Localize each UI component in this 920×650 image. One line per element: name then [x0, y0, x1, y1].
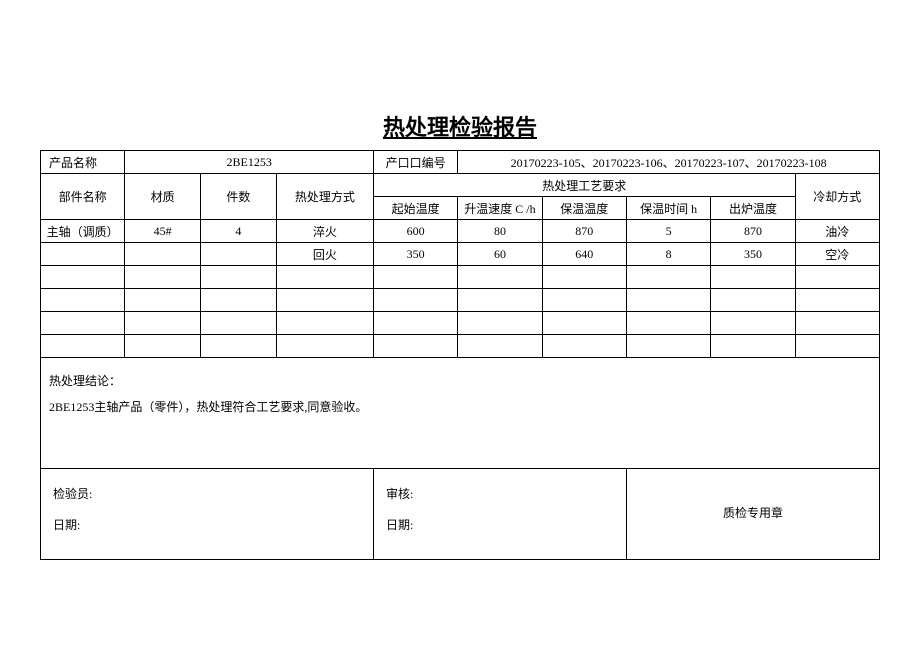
table-row: 主轴（调质） 45# 4 淬火 600 80 870 5 870 油冷 — [41, 220, 880, 243]
table-row — [41, 312, 880, 335]
cell-hold-temp: 870 — [542, 220, 626, 243]
table-row: 回火 350 60 640 8 350 空冷 — [41, 243, 880, 266]
label-product-name: 产品名称 — [41, 151, 125, 174]
value-product-name: 2BE1253 — [125, 151, 374, 174]
col-treat-method: 热处理方式 — [276, 174, 373, 220]
col-part-name: 部件名称 — [41, 174, 125, 220]
cell-treat-method: 淬火 — [276, 220, 373, 243]
label-product-code: 产口口编号 — [373, 151, 457, 174]
col-start-temp: 起始温度 — [373, 197, 457, 220]
cell-heat-rate: 80 — [458, 220, 542, 243]
conclusion-label: 热处理结论： — [49, 368, 871, 394]
inspector-cell: 检验员: 日期: — [41, 469, 374, 560]
report-title: 热处理检验报告 — [40, 110, 880, 142]
table-row — [41, 335, 880, 358]
col-out-temp: 出炉温度 — [711, 197, 795, 220]
col-cool-method: 冷却方式 — [795, 174, 879, 220]
inspector-label: 检验员: — [53, 479, 361, 510]
cell-material — [125, 243, 201, 266]
report-table: 产品名称 2BE1253 产口口编号 20170223-105、20170223… — [40, 150, 880, 560]
cell-out-temp: 350 — [711, 243, 795, 266]
col-process-req: 热处理工艺要求 — [373, 174, 795, 197]
col-qty: 件数 — [201, 174, 277, 220]
col-heat-rate: 升温速度 C /h — [458, 197, 542, 220]
cell-cool-method: 油冷 — [795, 220, 879, 243]
audit-cell: 审核: 日期: — [373, 469, 626, 560]
col-hold-time: 保温时间 h — [626, 197, 710, 220]
inspector-date-label: 日期: — [53, 510, 361, 541]
cell-hold-temp: 640 — [542, 243, 626, 266]
cell-hold-time: 8 — [626, 243, 710, 266]
cell-part-name — [41, 243, 125, 266]
cell-qty: 4 — [201, 220, 277, 243]
cell-heat-rate: 60 — [458, 243, 542, 266]
col-material: 材质 — [125, 174, 201, 220]
table-row — [41, 266, 880, 289]
audit-date-label: 日期: — [386, 510, 614, 541]
cell-start-temp: 350 — [373, 243, 457, 266]
table-row — [41, 289, 880, 312]
stamp-label: 质检专用章 — [639, 498, 867, 529]
col-hold-temp: 保温温度 — [542, 197, 626, 220]
cell-cool-method: 空冷 — [795, 243, 879, 266]
cell-out-temp: 870 — [711, 220, 795, 243]
conclusion-cell: 热处理结论： 2BE1253主轴产品（零件），热处理符合工艺要求,同意验收。 — [41, 358, 880, 469]
conclusion-text: 2BE1253主轴产品（零件），热处理符合工艺要求,同意验收。 — [49, 394, 871, 420]
cell-start-temp: 600 — [373, 220, 457, 243]
stamp-cell: 质检专用章 — [626, 469, 879, 560]
cell-material: 45# — [125, 220, 201, 243]
audit-label: 审核: — [386, 479, 614, 510]
cell-qty — [201, 243, 277, 266]
cell-part-name: 主轴（调质） — [41, 220, 125, 243]
cell-treat-method: 回火 — [276, 243, 373, 266]
cell-hold-time: 5 — [626, 220, 710, 243]
value-product-code: 20170223-105、20170223-106、20170223-107、2… — [458, 151, 880, 174]
